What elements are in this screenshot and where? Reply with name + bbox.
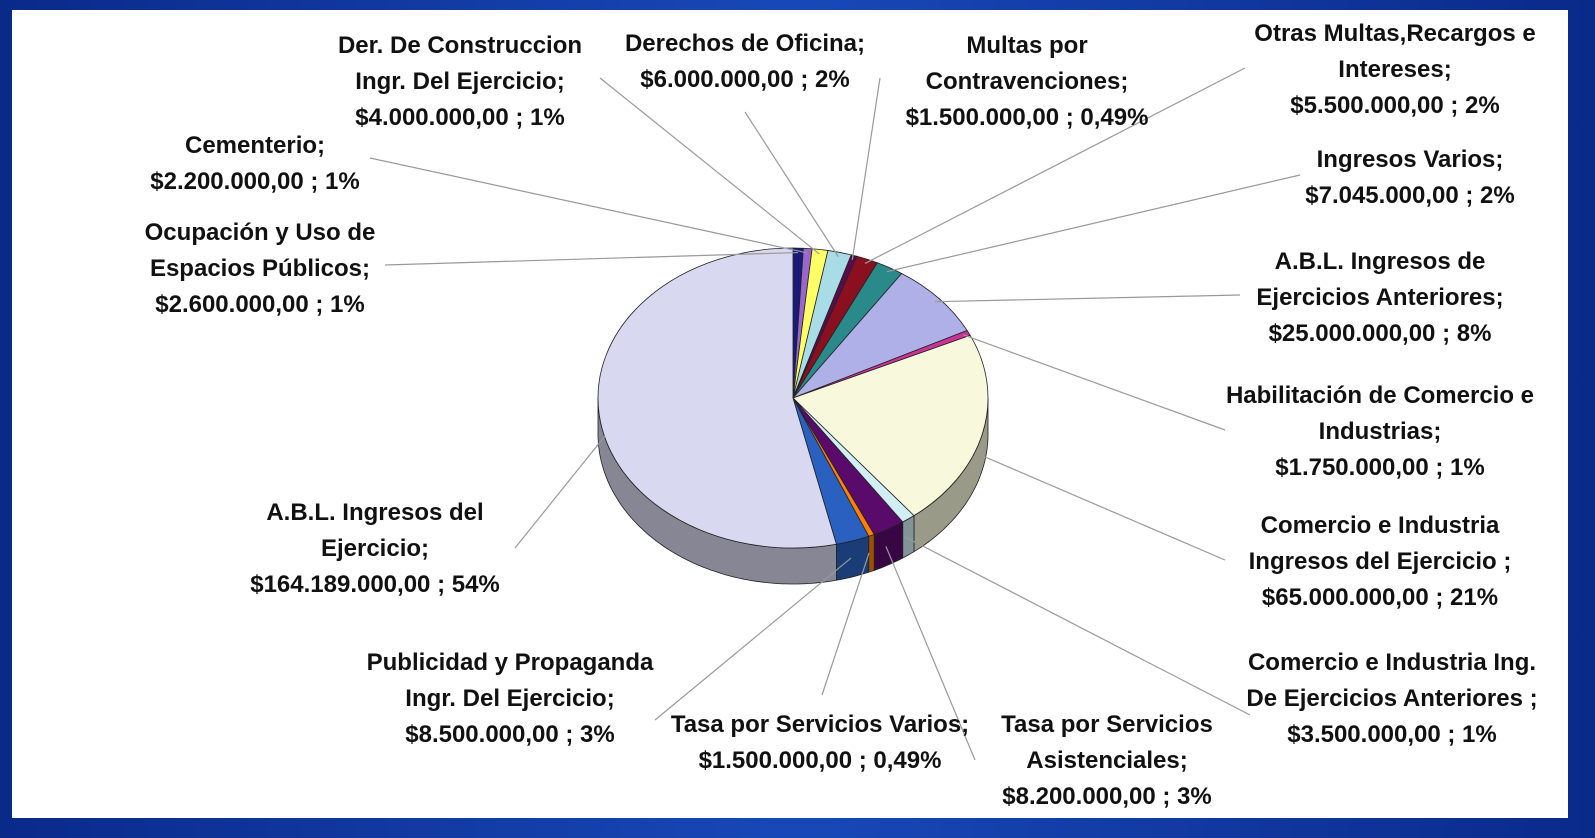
data-label: Der. De Construccion Ingr. Del Ejercicio… [315,28,605,136]
category: Tasa por Servicios Varios; [670,711,970,738]
data-label: Ocupación y Uso de Espacios Públicos; $2.… [115,215,405,323]
data-label: Habilitación de Comercio e Industrias; $1… [1225,378,1535,486]
leader-line [514,435,606,549]
data-label: Cementerio; $2.200.000,00 ; 1% [125,128,385,200]
data-label: Comercio e Industria Ing. De Ejercicios … [1242,645,1542,753]
leader-line [384,251,799,266]
pie-side [902,514,915,559]
category: Comercio e Industria Ing. De Ejercicios … [1246,649,1538,712]
leader-line [976,452,1226,561]
data-label: Derechos de Oficina; $6.000.000,00 ; 2% [600,26,890,98]
value-label: $8.500.000,00 ; 3% [405,721,615,748]
category: Cementerio; [184,132,326,159]
leader-line [864,67,1246,264]
data-label: Tasa por Servicios Asistenciales; $8.200.… [977,707,1237,815]
value-label: $1.500.000,00 ; 0,49% [698,747,942,774]
category: A.B.L. Ingresos de Ejercicios Anteriores… [1256,248,1504,311]
leader-line [934,294,1241,303]
value-label: $164.189.000,00 ; 54% [250,571,500,598]
category: Multas por Contravenciones; [925,32,1129,95]
leader-line [599,77,820,255]
leader-line [654,557,852,721]
value-label: $65.000.000,00 ; 21% [1261,584,1499,611]
data-label: A.B.L. Ingresos de Ejercicios Anteriores… [1225,244,1535,352]
leader-line [886,174,1301,273]
value-label: $4.000.000,00 ; 1% [355,104,565,131]
category: Derechos de Oficina; [624,30,866,57]
category: Tasa por Servicios Asistenciales; [1001,711,1213,774]
data-label: Comercio e Industria Ingresos del Ejerci… [1215,508,1545,616]
value-label: $1.750.000,00 ; 1% [1275,454,1485,481]
value-label: $2.200.000,00 ; 1% [150,168,360,195]
leader-line [851,77,881,260]
data-label: Otras Multas,Recargos e Intereses; $5.500… [1240,16,1550,124]
leader-line [904,536,1251,716]
pie-slice [792,272,968,399]
category: Comercio e Industria Ingresos del Ejerci… [1248,512,1512,575]
category: Der. De Construccion Ingr. Del Ejercicio… [337,32,583,95]
category: Ingresos Varios; [1316,146,1504,173]
value-label: $6.000.000,00 ; 2% [640,66,850,93]
leader-line [885,546,976,761]
category: Habilitación de Comercio e Industrias; [1225,382,1535,445]
value-label: $25.000.000,00 ; 8% [1268,320,1492,347]
value-label: $2.600.000,00 ; 1% [155,291,365,318]
leader-line [744,111,839,258]
value-label: $3.500.000,00 ; 1% [1287,721,1497,748]
value-label: $1.500.000,00 ; 0,49% [905,104,1149,131]
data-label: Multas por Contravenciones; $1.500.000,00… [877,28,1177,136]
leader-line [821,552,870,696]
data-label: Tasa por Servicios Varios; $1.500.000,00 … [670,707,970,779]
category: Publicidad y Propaganda Ingr. Del Ejerci… [366,649,654,712]
category: A.B.L. Ingresos del Ejercicio; [266,499,484,562]
category: Ocupación y Uso de Espacios Públicos; [144,219,376,282]
data-label: Ingresos Varios; $7.045.000,00 ; 2% [1280,142,1540,214]
pie-slice [792,334,989,517]
leader-line [369,157,808,254]
leader-line [963,334,1226,431]
value-label: $8.200.000,00 ; 3% [1002,783,1212,810]
pie-slice [597,247,837,549]
value-label: $7.045.000,00 ; 2% [1305,182,1515,209]
data-label: Publicidad y Propaganda Ingr. Del Ejerci… [355,645,665,753]
category: Otras Multas,Recargos e Intereses; [1254,20,1536,83]
data-label: A.B.L. Ingresos del Ejercicio; $164.189.0… [230,495,520,603]
value-label: $5.500.000,00 ; 2% [1290,92,1500,119]
